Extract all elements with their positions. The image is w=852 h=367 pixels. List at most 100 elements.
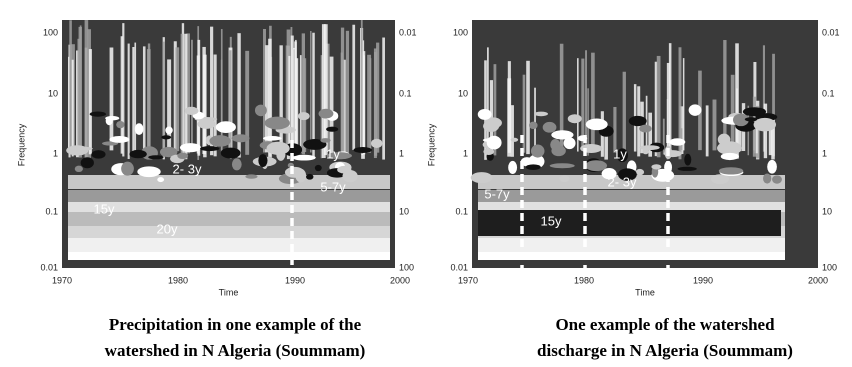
blob xyxy=(551,130,574,140)
y-tick-label: 1 xyxy=(463,148,468,158)
streak xyxy=(320,55,323,159)
blob xyxy=(688,104,702,116)
blob xyxy=(639,124,652,133)
x-tick-label: 1990 xyxy=(693,275,713,285)
band xyxy=(478,252,785,260)
streak xyxy=(127,43,130,159)
blob xyxy=(68,146,93,151)
blob xyxy=(177,152,189,160)
blob xyxy=(710,174,730,185)
x-tick-label: 1990 xyxy=(285,275,305,285)
streak xyxy=(662,118,665,155)
streak xyxy=(678,47,682,160)
streak xyxy=(648,112,653,157)
streak xyxy=(382,37,385,160)
streak xyxy=(360,20,363,154)
annotation: 1y xyxy=(613,146,627,161)
streak xyxy=(146,49,151,154)
blob xyxy=(529,121,538,130)
streak xyxy=(666,62,670,154)
streak xyxy=(302,58,307,153)
annotation: 15y xyxy=(94,201,115,216)
streak xyxy=(265,45,269,153)
caption: discharge in N Algeria (Soummam) xyxy=(537,341,793,360)
streak xyxy=(668,43,672,153)
streak xyxy=(323,24,328,156)
blob xyxy=(320,138,331,143)
blob xyxy=(326,126,339,132)
y2-tick-label: 0.1 xyxy=(822,88,835,98)
streak xyxy=(682,58,685,151)
band xyxy=(478,175,785,189)
blob xyxy=(585,118,608,131)
y-axis-label: Frequency xyxy=(16,123,26,166)
blob xyxy=(616,148,629,163)
streak xyxy=(203,54,207,158)
streak xyxy=(591,52,595,153)
streak xyxy=(577,58,579,152)
streak xyxy=(167,59,172,157)
streak xyxy=(163,41,166,158)
streak xyxy=(373,48,377,159)
blob xyxy=(215,121,236,133)
blob xyxy=(161,135,172,140)
streak xyxy=(367,54,372,153)
streak xyxy=(326,43,330,152)
streak xyxy=(581,58,585,151)
y-tick-label: 100 xyxy=(453,27,468,37)
x-tick-label: 1970 xyxy=(458,275,478,285)
blob xyxy=(197,119,216,129)
streak xyxy=(295,58,299,156)
streak xyxy=(340,52,343,155)
streak xyxy=(186,33,190,154)
blob xyxy=(292,154,316,161)
streak xyxy=(213,54,217,157)
y-tick-label: 0.01 xyxy=(450,262,468,272)
x-axis-label: Time xyxy=(635,287,655,297)
blob xyxy=(772,175,782,184)
streak xyxy=(493,64,497,156)
streak xyxy=(622,71,626,155)
streak xyxy=(738,115,742,152)
blob xyxy=(148,155,164,160)
blob xyxy=(486,135,502,150)
streak xyxy=(723,40,727,155)
streak xyxy=(237,33,241,158)
y-tick-label: 1 xyxy=(53,148,58,158)
streak xyxy=(771,119,775,160)
streak xyxy=(705,105,709,157)
blob xyxy=(669,138,686,146)
streak xyxy=(220,29,223,151)
blob xyxy=(157,177,165,183)
blob xyxy=(639,145,660,151)
blob xyxy=(635,168,645,176)
band xyxy=(68,226,390,238)
band xyxy=(478,238,785,252)
blob xyxy=(80,157,94,169)
streak xyxy=(559,43,564,155)
streak xyxy=(173,41,177,153)
blob xyxy=(530,144,545,158)
streak xyxy=(656,55,661,158)
blob xyxy=(264,116,290,130)
blob xyxy=(720,152,739,161)
streak xyxy=(526,60,530,155)
streak xyxy=(329,56,334,157)
annotation: 1y xyxy=(326,146,340,161)
streak xyxy=(735,43,739,159)
streak xyxy=(229,50,232,158)
blob xyxy=(306,173,314,180)
blob xyxy=(542,121,557,133)
y-tick-label: 0.1 xyxy=(455,206,468,216)
streak xyxy=(604,126,608,160)
streak xyxy=(712,99,717,151)
blob xyxy=(563,137,576,150)
streak xyxy=(69,20,72,151)
blob xyxy=(353,146,372,153)
blob xyxy=(763,173,772,184)
streak xyxy=(487,47,489,151)
blob xyxy=(717,133,731,146)
streak xyxy=(210,26,214,156)
blob xyxy=(129,149,147,159)
